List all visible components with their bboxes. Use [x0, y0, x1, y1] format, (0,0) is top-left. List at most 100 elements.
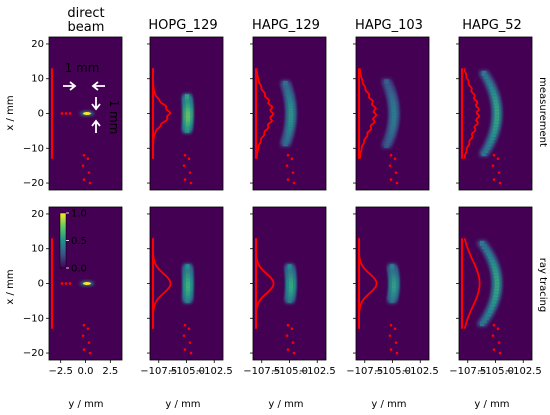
- marker-dot: [82, 178, 86, 181]
- marker-dot: [395, 181, 399, 185]
- marker-dot: [188, 341, 192, 344]
- marker-dot: [286, 348, 290, 351]
- y-tick-label: 0: [38, 279, 44, 290]
- column-title-hapg52: HAPG_52: [462, 18, 522, 33]
- intensity-core: [487, 80, 492, 86]
- marker-dot: [388, 334, 392, 337]
- beam-spot: [83, 112, 91, 115]
- intensity-core: [494, 279, 500, 285]
- intensity-core: [489, 305, 494, 311]
- intensity-core: [494, 289, 499, 295]
- marker-dot: [492, 178, 496, 181]
- panel-content: [358, 238, 399, 355]
- marker-dot: [393, 327, 397, 331]
- panel-content: [255, 68, 296, 185]
- x-tick-label: −105.0: [168, 366, 205, 377]
- intensity-core: [486, 250, 491, 256]
- intensity-core: [491, 263, 497, 269]
- intensity-core: [493, 269, 499, 275]
- intensity-core: [489, 256, 494, 262]
- intensity-core: [494, 102, 499, 108]
- marker-dot: [88, 181, 92, 185]
- panel-r1-c1: −107.5−105.0−102.5: [140, 206, 233, 377]
- panel-content: [51, 238, 94, 355]
- intensity-core: [490, 301, 496, 307]
- intensity-core: [493, 292, 499, 298]
- column-title-hapg129: HAPG_129: [252, 18, 320, 33]
- intensity-core: [481, 70, 487, 76]
- marker-dot: [182, 334, 186, 337]
- marker-dot: [81, 334, 85, 337]
- annotation-horizontal: 1 mm: [65, 61, 100, 75]
- x-tick-label: −102.5: [505, 366, 542, 377]
- intensity-core: [494, 115, 500, 121]
- x-tick-label: −105.0: [374, 366, 411, 377]
- x-axis-label-direct: y / mm: [68, 399, 103, 410]
- marker-dot: [492, 348, 496, 351]
- marker-dot: [183, 348, 187, 351]
- y-tick-label: 10: [31, 244, 44, 255]
- arrow-down-icon: [91, 97, 101, 111]
- x-tick-label: −105.0: [477, 366, 514, 377]
- colorbar: [59, 212, 67, 269]
- intensity-core: [493, 96, 498, 102]
- marker-dot: [285, 334, 289, 337]
- profile-dot: [68, 282, 72, 285]
- marker-dot: [389, 323, 393, 327]
- marker-dot: [389, 153, 393, 157]
- panel-r1-c0: 20 10 0 −10 −20 −2.5 0.0 2.5: [23, 206, 123, 377]
- profile-curve: [358, 68, 378, 159]
- panel-content: [152, 238, 193, 355]
- intensity-core: [487, 253, 493, 259]
- panel-r1-c3: −107.5−105.0−102.5: [346, 206, 439, 377]
- marker-dot: [189, 181, 193, 185]
- intensity-core: [384, 79, 389, 85]
- column-titles: direct beam HOPG_129 HAPG_129 HAPG_103 H…: [67, 6, 521, 35]
- intensity-core: [492, 128, 497, 134]
- marker-dot: [389, 348, 393, 351]
- marker-dot: [86, 327, 90, 331]
- x-axis-label-hapg103: y / mm: [371, 399, 406, 410]
- profile-dot: [60, 112, 64, 115]
- intensity-core: [488, 138, 494, 144]
- marker-dot: [498, 351, 502, 355]
- marker-dot: [393, 157, 397, 161]
- marker-dot: [189, 351, 193, 355]
- panel-r0-c2: [250, 36, 327, 191]
- marker-dot: [291, 341, 295, 344]
- panel-content: [255, 238, 296, 355]
- intensity-core: [494, 106, 500, 112]
- panel-r1-c2: −107.5−105.0−102.5: [243, 206, 336, 377]
- marker-dot: [82, 323, 86, 327]
- panel-content: [461, 68, 502, 185]
- column-title-direct-line2: beam: [68, 20, 105, 35]
- marker-dot: [286, 178, 290, 181]
- intensity-core: [283, 80, 288, 86]
- colorbar-tick-label: 0.0: [71, 264, 87, 275]
- intensity-core: [494, 109, 500, 115]
- intensity-core: [490, 86, 495, 92]
- marker-dot: [86, 157, 90, 161]
- marker-dot: [87, 171, 91, 174]
- profile-curve: [152, 238, 172, 329]
- profile-dot: [64, 112, 68, 115]
- marker-dot: [394, 341, 398, 344]
- marker-dot: [183, 323, 187, 327]
- x-tick-label: −107.5: [243, 366, 280, 377]
- marker-dot: [182, 164, 186, 167]
- intensity-core: [481, 151, 487, 157]
- intensity-core: [482, 244, 487, 250]
- profile-curve: [152, 68, 172, 159]
- marker-dot: [388, 164, 392, 167]
- profile-curve: [255, 238, 275, 329]
- intensity-core: [494, 112, 500, 118]
- y-axis-label-bottom: x / mm: [5, 269, 16, 304]
- y-tick-label: 20: [31, 209, 44, 220]
- x-tick-label: −105.0: [271, 366, 308, 377]
- x-tick-label: −102.5: [196, 366, 233, 377]
- arrow-left-icon: [91, 81, 105, 91]
- marker-dot: [285, 164, 289, 167]
- marker-dot: [82, 153, 86, 157]
- marker-dot: [290, 157, 294, 161]
